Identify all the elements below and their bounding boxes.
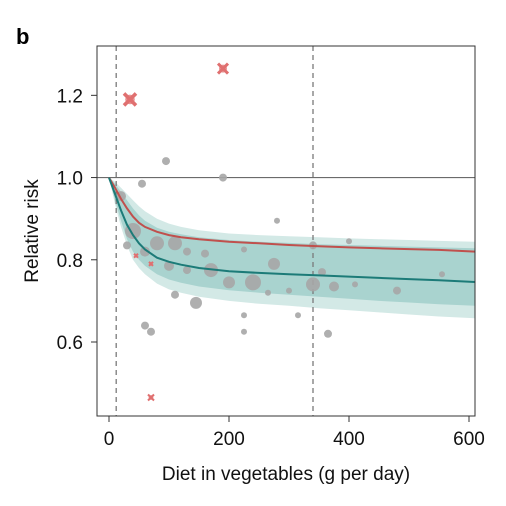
- x-tick-label: 0: [104, 429, 115, 450]
- data-point: [241, 328, 247, 335]
- outlier-point: [148, 261, 154, 267]
- outlier-point: [122, 92, 138, 107]
- x-tick-label: 200: [213, 429, 245, 450]
- data-point: [219, 173, 227, 182]
- outlier-point: [147, 393, 155, 402]
- y-tick-label: 1.2: [57, 86, 83, 107]
- y-tick-label: 0.6: [57, 333, 83, 354]
- data-point: [329, 281, 339, 292]
- data-point: [241, 246, 247, 253]
- plot-area: [97, 46, 475, 416]
- data-point: [306, 277, 320, 292]
- upper-curve: [108, 177, 475, 253]
- vertical-dashed-lines: [115, 46, 314, 416]
- data-point: [123, 241, 131, 250]
- data-point: [245, 274, 261, 291]
- data-point: [150, 236, 164, 251]
- x-axis-ticks: 0 200 400 600: [104, 416, 485, 450]
- data-point: [162, 157, 170, 166]
- plot-frame: [96, 45, 476, 417]
- outlier-points: [122, 62, 230, 402]
- data-point: [223, 276, 235, 289]
- data-point: [183, 247, 191, 256]
- data-point: [318, 268, 326, 277]
- data-point: [201, 249, 209, 258]
- data-point: [265, 289, 271, 296]
- data-point: [286, 287, 292, 294]
- y-tick-label: 0.8: [57, 251, 83, 272]
- data-point: [346, 238, 352, 245]
- outlier-point: [133, 252, 139, 259]
- data-point: [393, 286, 401, 295]
- data-point: [274, 217, 280, 224]
- data-point: [190, 296, 202, 309]
- pooled-curve: [108, 177, 475, 283]
- data-point: [295, 312, 301, 319]
- data-point: [324, 329, 332, 338]
- data-point: [241, 312, 247, 319]
- y-axis-label: Relative risk: [22, 179, 43, 283]
- data-point: [140, 246, 150, 257]
- data-point: [147, 327, 155, 336]
- data-point: [168, 236, 182, 251]
- data-point: [183, 266, 191, 275]
- data-point: [439, 271, 445, 278]
- outlier-point: [216, 62, 230, 75]
- data-point: [352, 281, 358, 288]
- inner-confidence-band: [109, 177, 475, 306]
- data-point: [141, 321, 149, 330]
- x-axis-label: Diet in vegetables (g per day): [162, 464, 410, 485]
- data-point: [138, 179, 146, 188]
- y-tick-label: 1.0: [57, 169, 83, 190]
- x-tick-label: 600: [453, 429, 485, 450]
- data-point: [268, 257, 280, 270]
- panel-label: b: [16, 24, 29, 49]
- data-point: [171, 290, 179, 299]
- y-axis-ticks: 0.6 0.8 1.0 1.2: [57, 86, 97, 354]
- data-points: [116, 157, 445, 338]
- x-tick-label: 400: [333, 429, 365, 450]
